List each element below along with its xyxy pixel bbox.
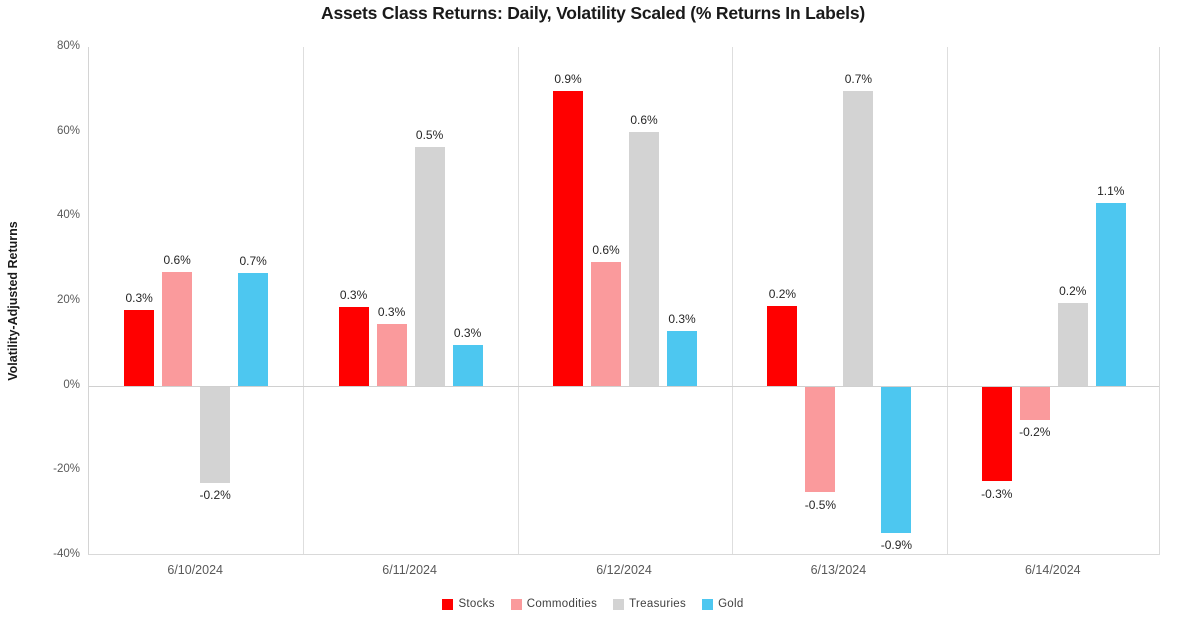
legend-label: Treasuries [629,598,687,610]
bar-label: 0.3% [125,290,153,305]
x-axis-label: 6/12/2024 [596,563,652,577]
bar-gold-6/12/2024 [667,330,697,386]
x-axis-label: 6/13/2024 [810,563,867,577]
legend-item-commodities: Commodities [510,598,598,610]
bar-label: 0.6% [163,252,191,267]
bar-treasuries-6/14/2024 [1057,302,1088,386]
bar-commodities-6/14/2024 [1019,386,1050,420]
x-axis-label: 6/10/2024 [167,563,223,577]
bar-label: 0.6% [630,112,658,127]
bar-stocks-6/11/2024 [338,306,369,386]
bar-label: 0.3% [377,304,406,319]
bar-commodities-6/12/2024 [591,261,621,386]
bar-label: 0.7% [844,72,873,87]
bar-treasuries-6/10/2024 [200,386,231,483]
y-tick-label: 20% [56,294,80,306]
x-axis-label: 6/11/2024 [382,563,437,577]
legend-item-treasuries: Treasuries [613,598,686,610]
bar-treasuries-6/12/2024 [629,131,659,386]
legend-swatch-stocks [442,598,454,610]
y-tick-label: 0% [63,378,80,391]
bar-label: 0.6% [592,242,620,257]
bar-label: 0.2% [768,286,797,301]
bar-stocks-6/13/2024 [767,305,798,386]
y-tick-label: 60% [56,124,80,137]
bar-gold-6/14/2024 [1095,202,1126,386]
bar-label: 0.3% [668,311,696,326]
bar-label: -0.2% [199,487,231,502]
plot-area: 0.3% 0.3% 0.9% 0.2% -0.3% 0.6% 0.3% 0.6% -0.5% -0… [88,47,1160,555]
gridline-vertical [517,47,519,554]
bar-gold-6/13/2024 [881,386,912,533]
bar-stocks-6/10/2024 [124,309,155,386]
legend-item-stocks: Stocks [442,598,494,610]
chart-title: Assets Class Returns: Daily, Volatility … [321,3,865,23]
gridline-vertical [946,47,948,554]
bar-label: 0.3% [453,326,482,340]
bar-gold-6/11/2024 [452,345,483,386]
x-axis-label: 6/14/2024 [1024,563,1081,577]
y-tick-label: 40% [56,209,80,222]
bar-treasuries-6/11/2024 [414,146,445,386]
bar-commodities-6/10/2024 [162,271,193,386]
bar-label: -0.2% [1019,424,1051,439]
legend-swatch-treasuries [613,598,625,610]
bar-label: -0.3% [981,486,1013,501]
bar-label: 0.2% [1059,283,1087,298]
legend-swatch-gold [702,598,714,610]
bar-label: 0.5% [415,127,444,142]
zero-line [89,385,1159,387]
legend-label: Stocks [458,598,495,610]
bar-label: 0.9% [554,72,582,87]
gridline-vertical [303,47,305,554]
bar-commodities-6/13/2024 [805,386,836,493]
bar-label: -0.9% [880,537,913,552]
legend-label: Commodities [526,598,598,610]
bar-stocks-6/14/2024 [981,386,1012,482]
legend-label: Gold [718,598,744,610]
bar-label: 0.7% [239,253,267,268]
bar-treasuries-6/13/2024 [843,91,874,386]
bar-label: 1.1% [1097,183,1125,198]
bar-gold-6/10/2024 [238,272,269,386]
bar-label: -0.5% [804,497,837,512]
y-tick-label: -20% [53,463,80,476]
legend: Stocks Commodities Treasuries Gold [0,598,1186,610]
gridline-vertical [732,47,734,554]
bar-commodities-6/11/2024 [376,323,407,386]
y-tick-label: -40% [53,548,80,560]
bar-stocks-6/12/2024 [553,91,583,386]
legend-item-gold: Gold [702,598,744,610]
bar-label: 0.3% [339,287,368,302]
y-tick-label: 80% [56,40,80,52]
legend-swatch-commodities [510,598,522,610]
